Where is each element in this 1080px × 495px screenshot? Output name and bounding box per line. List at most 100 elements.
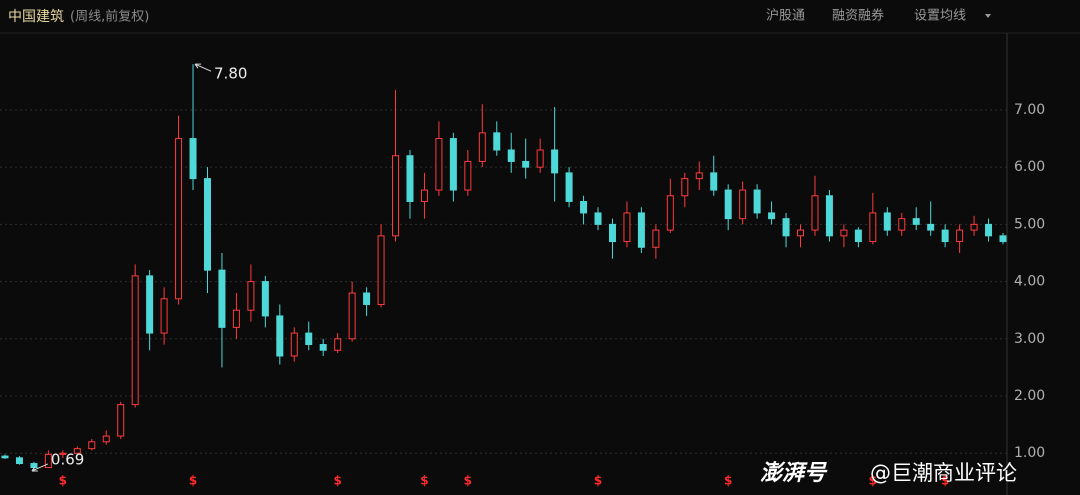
candle-body <box>710 172 718 191</box>
watermark: 澎湃号 <box>760 461 828 486</box>
candle-body <box>666 195 674 231</box>
candle-body <box>160 298 168 334</box>
y-tick-label: 4.00 <box>1014 274 1045 290</box>
candle-body <box>637 212 645 248</box>
candle-body <box>493 132 501 151</box>
candle-body <box>377 235 385 305</box>
annotation-arrowhead <box>31 466 38 472</box>
candle-body <box>840 229 848 237</box>
dividend-marker: $ <box>594 474 602 488</box>
candle-body <box>623 212 631 243</box>
candle-body <box>247 281 255 311</box>
candle-body <box>565 172 573 202</box>
candle-body <box>102 435 110 443</box>
candle-body <box>811 195 819 231</box>
candle-body <box>232 309 240 328</box>
dropdown-caret <box>985 14 991 18</box>
dividend-marker: $ <box>724 474 732 488</box>
candle-body <box>218 269 226 328</box>
candle-body <box>131 275 139 406</box>
candle-body <box>44 453 52 469</box>
candle-body <box>59 452 67 455</box>
candle-body <box>146 275 154 334</box>
candle-body <box>941 229 949 243</box>
candle-body <box>290 332 298 357</box>
toolbar-button[interactable]: 设置均线 <box>914 9 966 24</box>
candle-body <box>594 212 602 225</box>
toolbar-button[interactable]: 融资融券 <box>832 8 884 24</box>
candle-body <box>261 281 269 317</box>
candle-body <box>551 149 559 174</box>
candle-body <box>449 138 457 191</box>
candle-body <box>739 189 747 220</box>
candle-body <box>652 229 660 248</box>
chart-title: 中国建筑 <box>8 9 64 25</box>
candle-body <box>348 292 356 340</box>
annotation-arrow <box>194 63 212 72</box>
candle-body <box>695 172 703 180</box>
candle-body <box>522 160 530 168</box>
candle-body <box>927 223 935 231</box>
candle-body <box>580 200 588 214</box>
candle-body <box>175 138 183 300</box>
candle-body <box>406 155 414 202</box>
candle-body <box>319 344 327 351</box>
candle-body <box>825 195 833 237</box>
candle-body <box>88 441 96 450</box>
y-tick-label: 6.00 <box>1014 159 1045 175</box>
y-tick-label: 2.00 <box>1014 388 1045 404</box>
candle-body <box>305 332 313 346</box>
candle-body <box>854 229 862 243</box>
candle-body <box>276 315 284 357</box>
high-label: 7.80 <box>214 65 247 83</box>
y-tick-label: 5.00 <box>1014 216 1045 232</box>
dividend-marker: $ <box>189 474 197 488</box>
candle-body <box>15 457 23 465</box>
candle-body <box>753 189 761 214</box>
candle-body <box>912 218 920 225</box>
dividend-marker: $ <box>941 474 949 488</box>
y-tick-label: 7.00 <box>1014 102 1045 118</box>
candle-body <box>608 223 616 243</box>
candle-body <box>724 189 732 220</box>
candle-body <box>985 223 993 237</box>
watermark: @巨潮商业评论 <box>870 461 1017 485</box>
candle-body <box>883 212 891 231</box>
toolbar-button[interactable]: 沪股通 <box>766 8 805 24</box>
candle-body <box>117 404 125 437</box>
candle-body <box>768 212 776 220</box>
candle-body <box>203 178 211 271</box>
candle-body <box>536 149 544 168</box>
candle-body <box>956 229 964 243</box>
candle-body <box>420 189 428 202</box>
candle-body <box>189 138 197 180</box>
dividend-marker: $ <box>333 474 341 488</box>
dividend-marker: $ <box>420 474 428 488</box>
chart-subtitle: (周线,前复权) <box>70 9 149 25</box>
annotation-arrowhead <box>194 63 202 69</box>
candle-body <box>970 223 978 231</box>
low-label: 0.69 <box>51 450 84 468</box>
candle-body <box>30 463 38 469</box>
candle-body <box>363 292 371 305</box>
candle-body <box>1 455 9 459</box>
candle-body <box>392 155 400 237</box>
candle-body <box>478 132 486 162</box>
dividend-marker: $ <box>59 474 67 488</box>
candle-body <box>507 149 515 162</box>
candle-body <box>334 338 342 351</box>
candle-body <box>797 229 805 237</box>
dividend-marker: $ <box>464 474 472 488</box>
candle-body <box>681 178 689 197</box>
candle-body <box>999 235 1007 243</box>
candle-body <box>782 218 790 237</box>
candle-body <box>898 218 906 231</box>
annotation-arrow <box>31 463 49 472</box>
candle-body <box>869 212 877 243</box>
candle-body <box>435 138 443 191</box>
dividend-marker: $ <box>869 474 877 488</box>
y-tick-label: 1.00 <box>1014 445 1045 461</box>
candle-body <box>464 160 472 191</box>
